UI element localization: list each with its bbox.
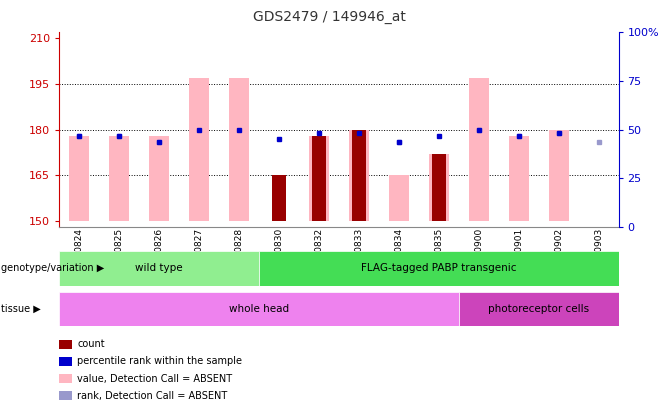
Bar bbox=[59, 251, 259, 286]
Bar bbox=[109, 136, 129, 221]
Bar bbox=[309, 136, 329, 221]
Bar bbox=[389, 175, 409, 221]
Text: tissue ▶: tissue ▶ bbox=[1, 304, 41, 314]
Bar bbox=[312, 136, 326, 221]
Text: wild type: wild type bbox=[136, 263, 183, 273]
Bar bbox=[59, 391, 72, 400]
Text: GDS2479 / 149946_at: GDS2479 / 149946_at bbox=[253, 10, 405, 24]
Bar bbox=[349, 130, 369, 221]
Text: percentile rank within the sample: percentile rank within the sample bbox=[77, 356, 242, 367]
Bar bbox=[189, 78, 209, 221]
Text: rank, Detection Call = ABSENT: rank, Detection Call = ABSENT bbox=[77, 391, 228, 401]
Text: whole head: whole head bbox=[229, 304, 289, 314]
Bar bbox=[259, 251, 619, 286]
Text: photoreceptor cells: photoreceptor cells bbox=[488, 304, 589, 314]
Bar bbox=[432, 154, 445, 221]
Bar bbox=[468, 78, 489, 221]
Text: FLAG-tagged PABP transgenic: FLAG-tagged PABP transgenic bbox=[361, 263, 517, 273]
Bar bbox=[69, 136, 89, 221]
Bar bbox=[509, 136, 528, 221]
Bar bbox=[59, 292, 459, 326]
Bar bbox=[229, 78, 249, 221]
Bar bbox=[352, 130, 366, 221]
Bar bbox=[59, 340, 72, 349]
Bar bbox=[59, 374, 72, 383]
Text: count: count bbox=[77, 339, 105, 349]
Bar bbox=[459, 292, 619, 326]
Bar bbox=[272, 175, 286, 221]
Bar bbox=[149, 136, 169, 221]
Bar bbox=[429, 154, 449, 221]
Text: value, Detection Call = ABSENT: value, Detection Call = ABSENT bbox=[77, 373, 232, 384]
Bar bbox=[549, 130, 569, 221]
Bar bbox=[59, 357, 72, 366]
Text: genotype/variation ▶: genotype/variation ▶ bbox=[1, 263, 105, 273]
